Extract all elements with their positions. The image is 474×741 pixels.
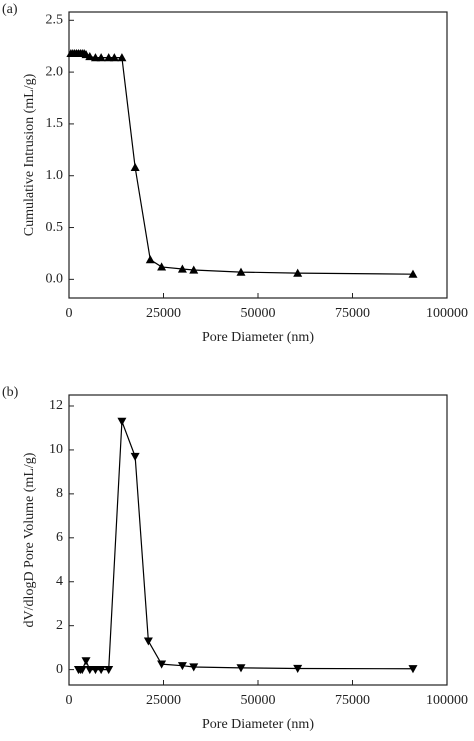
marker <box>236 267 246 276</box>
marker <box>189 265 199 274</box>
x-axis-label: Pore Diameter (nm) <box>202 717 314 732</box>
marker <box>177 662 187 671</box>
marker <box>177 264 187 273</box>
marker <box>145 255 155 264</box>
plot-frame <box>68 394 448 686</box>
y-tick-label: 2.5 <box>46 13 64 28</box>
marker <box>96 53 106 62</box>
marker <box>90 53 100 62</box>
data-line <box>78 421 413 671</box>
marker <box>77 666 87 675</box>
x-tick-label: 25000 <box>146 306 181 321</box>
marker <box>104 53 114 62</box>
plot-frame <box>68 11 448 299</box>
marker <box>96 666 106 675</box>
marker <box>81 657 91 666</box>
data-line <box>70 52 413 275</box>
marker <box>109 53 119 62</box>
panel-label: (a) <box>2 2 18 17</box>
marker <box>236 664 246 673</box>
y-tick-label: 12 <box>49 398 63 413</box>
marker <box>408 665 418 674</box>
y-axis-label: dV/dlogD Pore Volume (mL/g) <box>22 452 37 627</box>
marker <box>85 52 95 61</box>
x-tick-label: 75000 <box>335 306 370 321</box>
x-tick-label: 100000 <box>426 693 468 708</box>
marker <box>293 664 303 674</box>
y-tick-label: 8 <box>56 486 63 501</box>
x-tick-label: 50000 <box>241 306 276 321</box>
y-tick-label: 0 <box>56 662 63 677</box>
marker <box>143 637 153 646</box>
y-tick-label: 0.0 <box>46 272 64 287</box>
x-tick-label: 25000 <box>146 693 181 708</box>
marker <box>90 666 100 675</box>
marker <box>130 452 140 462</box>
marker <box>117 53 127 62</box>
x-tick-label: 0 <box>66 693 73 708</box>
y-tick-label: 10 <box>49 442 63 457</box>
x-axis-label: Pore Diameter (nm) <box>202 330 314 345</box>
y-tick-label: 1.5 <box>46 116 64 131</box>
x-tick-label: 75000 <box>335 693 370 708</box>
x-tick-label: 50000 <box>241 693 276 708</box>
y-tick-label: 1.0 <box>46 168 64 183</box>
marker <box>130 162 140 172</box>
panel-label: (b) <box>2 385 19 400</box>
marker <box>189 663 199 672</box>
y-tick-label: 4 <box>56 574 63 589</box>
marker <box>293 268 303 277</box>
marker <box>408 269 418 278</box>
marker <box>117 417 127 426</box>
x-tick-label: 0 <box>66 306 73 321</box>
y-axis-label: Cumulative Intrusion (mL/g) <box>22 73 37 236</box>
marker <box>85 666 95 675</box>
marker <box>157 262 167 271</box>
x-tick-label: 100000 <box>426 306 468 321</box>
y-tick-label: 0.5 <box>46 220 64 235</box>
marker <box>104 666 114 675</box>
y-tick-label: 6 <box>56 530 63 545</box>
y-tick-label: 2 <box>56 618 63 633</box>
y-tick-label: 2.0 <box>46 64 64 79</box>
marker <box>157 660 167 669</box>
